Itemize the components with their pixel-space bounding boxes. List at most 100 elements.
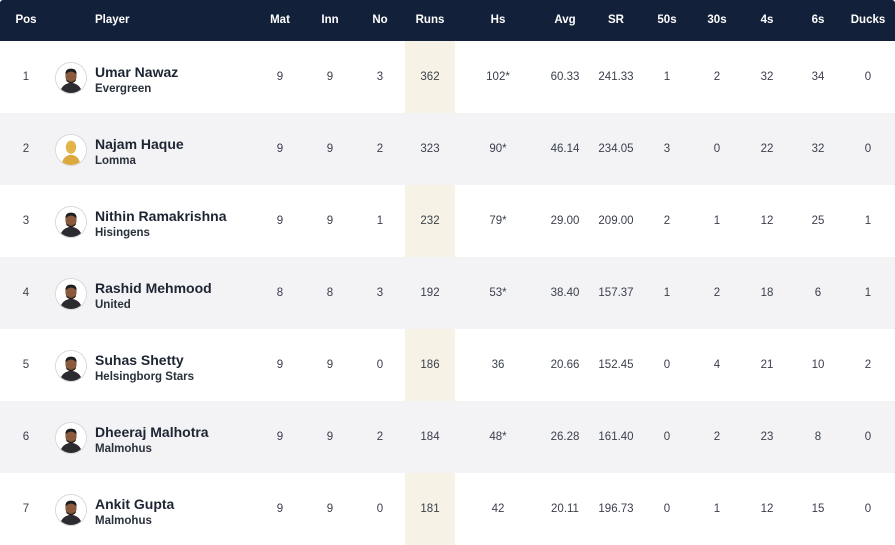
cell-mat: 9 (276, 143, 284, 155)
cell-inn: 9 (326, 143, 334, 155)
table-row[interactable]: 4 8 8 3 192 53* 38.40 157.37 1 2 18 6 1 Rashid Mehmoo… (0, 257, 895, 329)
cell-fours: 12 (760, 215, 774, 227)
player-team: Evergreen (95, 83, 152, 95)
cell-ducks: 0 (864, 503, 872, 515)
cell-avg: 20.11 (551, 503, 579, 515)
header-inn[interactable]: Inn (321, 14, 339, 26)
cell-ducks: 2 (864, 359, 872, 371)
table-row[interactable]: 1 9 9 3 362 102* 60.33 241.33 1 2 32 34 0 Umar Nawaz E… (0, 41, 895, 113)
header-no[interactable]: No (372, 14, 388, 26)
player-avatar[interactable] (55, 62, 87, 94)
cell-runs: 181 (420, 503, 440, 515)
table-header: Pos Player Mat Inn No Runs Hs Avg SR 50s… (0, 0, 895, 41)
cell-sixes: 34 (811, 71, 825, 83)
cell-fifties: 3 (663, 143, 671, 155)
cell-hs: 79* (489, 215, 507, 227)
cell-mat: 9 (276, 503, 284, 515)
cell-fours: 18 (760, 287, 774, 299)
cell-avg: 46.14 (550, 143, 580, 155)
header-ducks[interactable]: Ducks (850, 14, 886, 26)
player-name[interactable]: Nithin Ramakrishna (95, 208, 227, 224)
cell-runs: 362 (420, 71, 440, 83)
header-pos[interactable]: Pos (15, 14, 37, 26)
cell-sixes: 15 (811, 503, 825, 515)
header-4s[interactable]: 4s (760, 14, 774, 26)
header-mat[interactable]: Mat (270, 14, 290, 26)
header-player[interactable]: Player (95, 14, 130, 26)
cell-runs: 184 (420, 431, 440, 443)
cell-mat: 8 (276, 287, 284, 299)
cell-thirties: 1 (713, 503, 721, 515)
header-30s[interactable]: 30s (707, 14, 727, 26)
header-runs[interactable]: Runs (415, 14, 445, 26)
cell-no: 3 (376, 71, 384, 83)
cell-pos: 7 (22, 503, 30, 515)
player-team: Malmohus (95, 443, 152, 455)
table-row[interactable]: 3 9 9 1 232 79* 29.00 209.00 2 1 12 25 1 Nithin Ramak… (0, 185, 895, 257)
cell-runs: 186 (420, 359, 440, 371)
table-row[interactable]: 6 9 9 2 184 48* 26.28 161.40 0 2 23 8 0 Dheeraj Malho… (0, 401, 895, 473)
cell-sr: 196.73 (598, 503, 634, 515)
cell-runs: 192 (420, 287, 440, 299)
cell-thirties: 2 (713, 287, 721, 299)
cell-avg: 29.00 (550, 215, 580, 227)
cell-sixes: 25 (811, 215, 825, 227)
cell-inn: 9 (326, 71, 334, 83)
cell-thirties: 1 (713, 215, 721, 227)
cell-no: 1 (376, 215, 384, 227)
header-50s[interactable]: 50s (657, 14, 677, 26)
cell-pos: 2 (22, 143, 30, 155)
cell-fours: 22 (760, 143, 774, 155)
cell-fifties: 0 (663, 359, 671, 371)
player-name[interactable]: Umar Nawaz (95, 64, 179, 80)
cell-runs: 232 (420, 215, 440, 227)
player-team: United (95, 299, 131, 311)
player-avatar[interactable] (55, 206, 87, 238)
cell-no: 0 (376, 359, 384, 371)
header-sr[interactable]: SR (608, 14, 624, 26)
player-name[interactable]: Suhas Shetty (95, 352, 184, 368)
cell-hs: 90* (489, 143, 507, 155)
cell-mat: 9 (276, 215, 284, 227)
player-avatar[interactable] (55, 278, 87, 310)
cell-mat: 9 (276, 431, 284, 443)
table-row[interactable]: 5 9 9 0 186 36 20.66 152.45 0 4 21 10 2 Suhas Shetty H… (0, 329, 895, 401)
cell-no: 3 (376, 287, 384, 299)
cell-fifties: 1 (663, 71, 671, 83)
player-avatar[interactable] (55, 350, 87, 382)
cell-hs: 53* (489, 287, 507, 299)
header-6s[interactable]: 6s (811, 14, 825, 26)
cell-sr: 234.05 (598, 143, 634, 155)
cell-ducks: 1 (864, 215, 872, 227)
cell-ducks: 1 (864, 287, 872, 299)
player-avatar[interactable] (55, 422, 87, 454)
cell-sixes: 32 (811, 143, 825, 155)
cell-no: 0 (376, 503, 384, 515)
player-name[interactable]: Ankit Gupta (95, 496, 175, 512)
cell-mat: 9 (276, 71, 284, 83)
cell-inn: 9 (326, 431, 334, 443)
header-avg[interactable]: Avg (554, 14, 576, 26)
cell-hs: 42 (491, 503, 505, 515)
cell-sixes: 6 (814, 287, 822, 299)
cell-fifties: 1 (663, 287, 671, 299)
cell-ducks: 0 (864, 143, 872, 155)
cell-pos: 5 (22, 359, 30, 371)
table-row[interactable]: 2 9 9 2 323 90* 46.14 234.05 3 0 22 32 0 Najam Haque L… (0, 113, 895, 185)
cell-no: 2 (376, 143, 384, 155)
table-row[interactable]: 7 9 9 0 181 42 20.11 196.73 0 1 12 15 0 Ankit Gupta Ma… (0, 473, 895, 545)
cell-hs: 36 (491, 359, 505, 371)
player-name[interactable]: Dheeraj Malhotra (95, 424, 209, 440)
player-name[interactable]: Najam Haque (95, 136, 184, 152)
cell-hs: 102* (486, 71, 510, 83)
player-name[interactable]: Rashid Mehmood (95, 280, 212, 296)
cell-avg: 20.66 (550, 359, 580, 371)
cell-pos: 3 (22, 215, 30, 227)
cell-sr: 209.00 (598, 215, 634, 227)
placeholder-silhouette-icon[interactable] (55, 134, 87, 166)
cell-ducks: 0 (864, 71, 872, 83)
cell-sixes: 10 (811, 359, 825, 371)
cell-sixes: 8 (814, 431, 822, 443)
player-avatar[interactable] (55, 494, 87, 526)
header-hs[interactable]: Hs (490, 14, 506, 26)
